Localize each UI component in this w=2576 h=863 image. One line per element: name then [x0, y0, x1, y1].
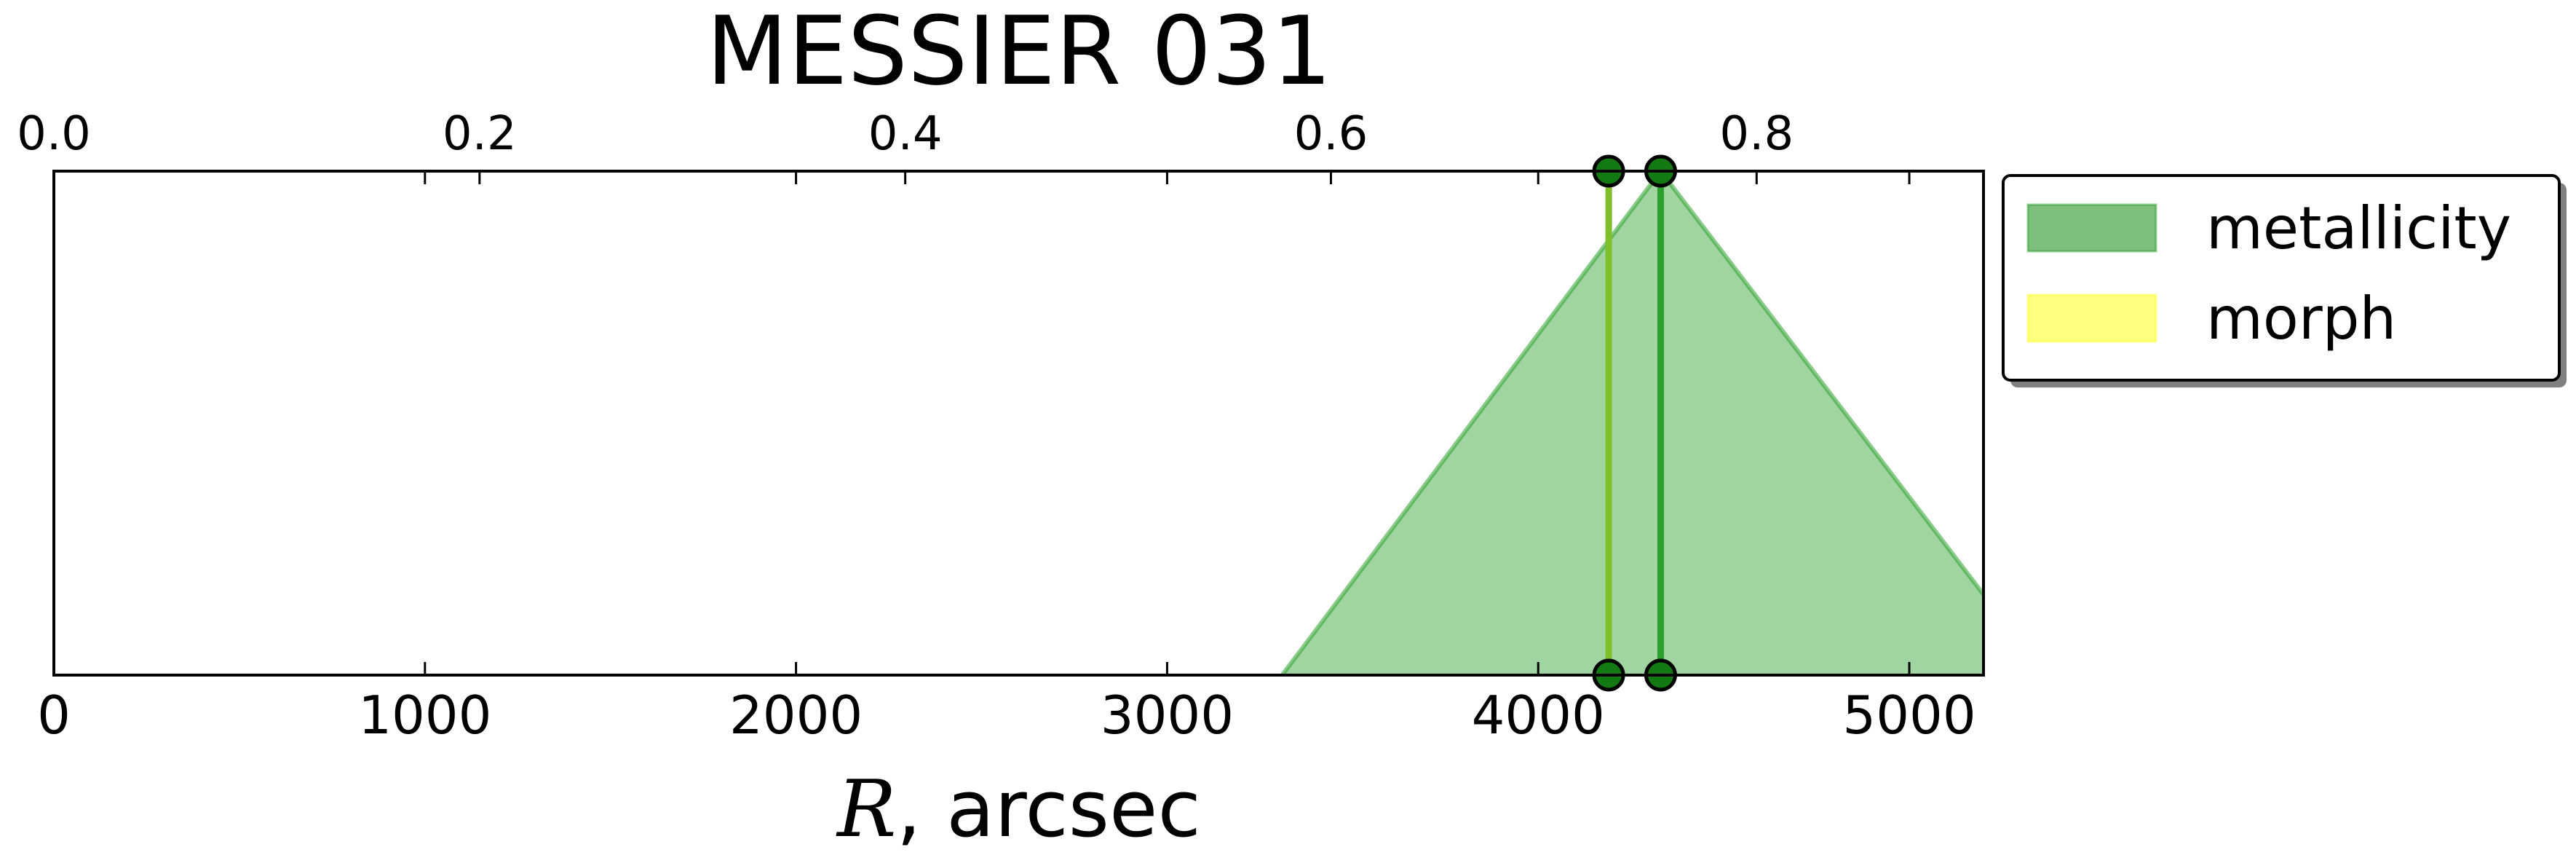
x-tick-label: 1000: [358, 685, 491, 746]
legend: metallicity morph: [2003, 176, 2567, 387]
legend-swatch-morph: [2028, 295, 2156, 342]
legend-swatch-metallicity: [2028, 205, 2156, 251]
x-tick-label: 0: [37, 685, 71, 746]
x-tick-label: 5000: [1842, 685, 1975, 746]
x-tick-label: 3000: [1101, 685, 1234, 746]
x-axis-label-text: , arcsec: [896, 764, 1200, 855]
legend-label-morph: morph: [2206, 285, 2396, 352]
legend-label-metallicity: metallicity: [2206, 194, 2511, 262]
top-axis-tick-label: 0.4: [868, 107, 943, 161]
top-axis-tick-label: 0.2: [443, 107, 517, 161]
x-axis-label-symbol: R: [836, 764, 896, 855]
top-axis-tick-label: 0.6: [1294, 107, 1368, 161]
chart-title: MESSIER 031: [706, 0, 1332, 106]
x-axis-label: R, arcsec: [836, 764, 1201, 855]
top-axis-tick-label: 0.0: [17, 107, 91, 161]
x-tick-label: 4000: [1472, 685, 1605, 746]
x-tick-label: 2000: [729, 685, 863, 746]
top-axis-tick-label: 0.8: [1719, 107, 1794, 161]
